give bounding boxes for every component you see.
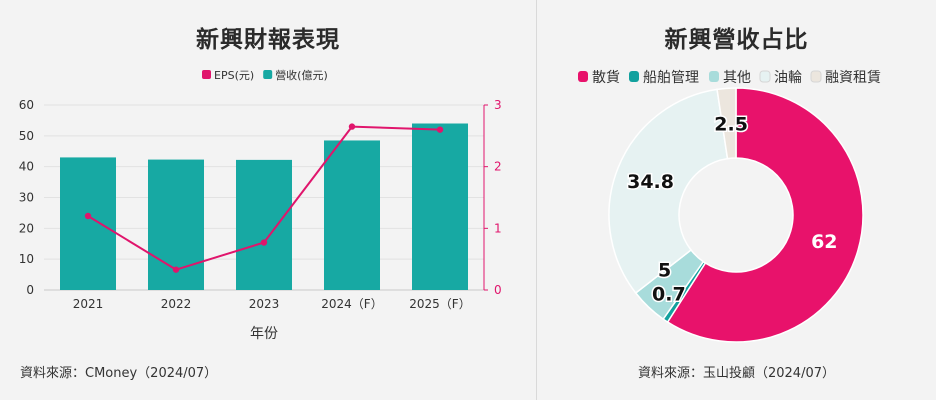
donut-chart: 62 0.75 34.8 2.5 散貨 船舶管理 其他 油輪 融資租賃 bbox=[578, 69, 881, 343]
revenue-bar bbox=[412, 123, 468, 290]
legend-label: 油輪 bbox=[774, 69, 802, 86]
legend-label: 船舶管理 bbox=[643, 70, 699, 86]
pie-chart-title: 新興營收占比 bbox=[664, 27, 809, 53]
y-tick-label: 10 bbox=[19, 252, 34, 266]
eps-point bbox=[172, 266, 180, 273]
x-tick-label: 2023 bbox=[249, 297, 280, 311]
slice-data-label: 34.8 bbox=[627, 171, 674, 193]
eps-point bbox=[348, 123, 356, 130]
y2-tick-label: 2 bbox=[494, 160, 502, 174]
legend-swatch bbox=[578, 71, 588, 82]
legend-swatch bbox=[709, 71, 719, 82]
y2-tick-label: 0 bbox=[494, 283, 502, 297]
legend-label: 融資租賃 bbox=[825, 70, 881, 86]
x-tick-label: 2025（F） bbox=[409, 297, 470, 311]
legend-label: 散貨 bbox=[592, 69, 620, 86]
slice-data-label: 62 bbox=[811, 231, 837, 253]
y-tick-label: 40 bbox=[19, 160, 34, 174]
y2-tick-label: 3 bbox=[494, 98, 502, 112]
donut-slice bbox=[608, 88, 729, 295]
donut-slice bbox=[666, 87, 864, 343]
legend-swatch bbox=[759, 70, 771, 83]
slice-data-label: 2.5 bbox=[714, 113, 748, 135]
y-tick-label: 30 bbox=[19, 191, 34, 205]
legend-swatch bbox=[629, 71, 639, 82]
right-panel: 新興營收占比 62 0.7 5 34.8 2.5 散貨 船舶管理 其他 油輪 融資租賃 資料來源：… bbox=[537, 0, 936, 400]
eps-point bbox=[84, 212, 92, 220]
legend-swatch bbox=[202, 70, 211, 79]
y2-tick-label: 1 bbox=[494, 221, 502, 235]
slice-data-label: 5 bbox=[658, 260, 671, 282]
x-tick-label: 2024（F） bbox=[321, 297, 382, 311]
panel-divider bbox=[536, 0, 537, 400]
bar-chart-title: 新興財報表現 bbox=[196, 27, 340, 53]
legend-label: 其他 bbox=[723, 70, 751, 86]
left-source-note: 資料來源：CMoney（2024/07） bbox=[20, 366, 218, 381]
eps-point bbox=[260, 239, 268, 246]
legend-swatch bbox=[263, 70, 273, 79]
legend-label: 營收(億元) bbox=[275, 68, 328, 82]
bar-line-chart: 0 10 20 30 40 50 60 0 1 2 3 2021 2022 2023 2024（F） 2025… bbox=[19, 68, 502, 342]
x-axis-label: 年份 bbox=[250, 326, 278, 342]
legend-swatch bbox=[810, 70, 822, 83]
x-tick-label: 2022 bbox=[161, 297, 192, 311]
eps-point bbox=[436, 126, 444, 133]
right-source-note: 資料來源：玉山投顧（2024/07） bbox=[637, 366, 835, 381]
donut-slice bbox=[716, 87, 737, 160]
y-tick-label: 0 bbox=[26, 283, 34, 297]
revenue-bar bbox=[236, 159, 292, 290]
legend-label: EPS(元) bbox=[214, 69, 254, 82]
left-panel: 新興財報表現 0 10 20 30 40 50 60 0 1 2 3 2021 2022 2023 2024… bbox=[18, 27, 502, 381]
y-tick-label: 20 bbox=[19, 221, 34, 235]
slice-data-label: 0.7 bbox=[652, 283, 686, 305]
x-tick-label: 2021 bbox=[73, 297, 104, 311]
y-tick-label: 60 bbox=[19, 98, 34, 112]
revenue-bar bbox=[324, 140, 380, 290]
revenue-bar bbox=[60, 157, 116, 290]
y-tick-label: 50 bbox=[19, 129, 34, 143]
